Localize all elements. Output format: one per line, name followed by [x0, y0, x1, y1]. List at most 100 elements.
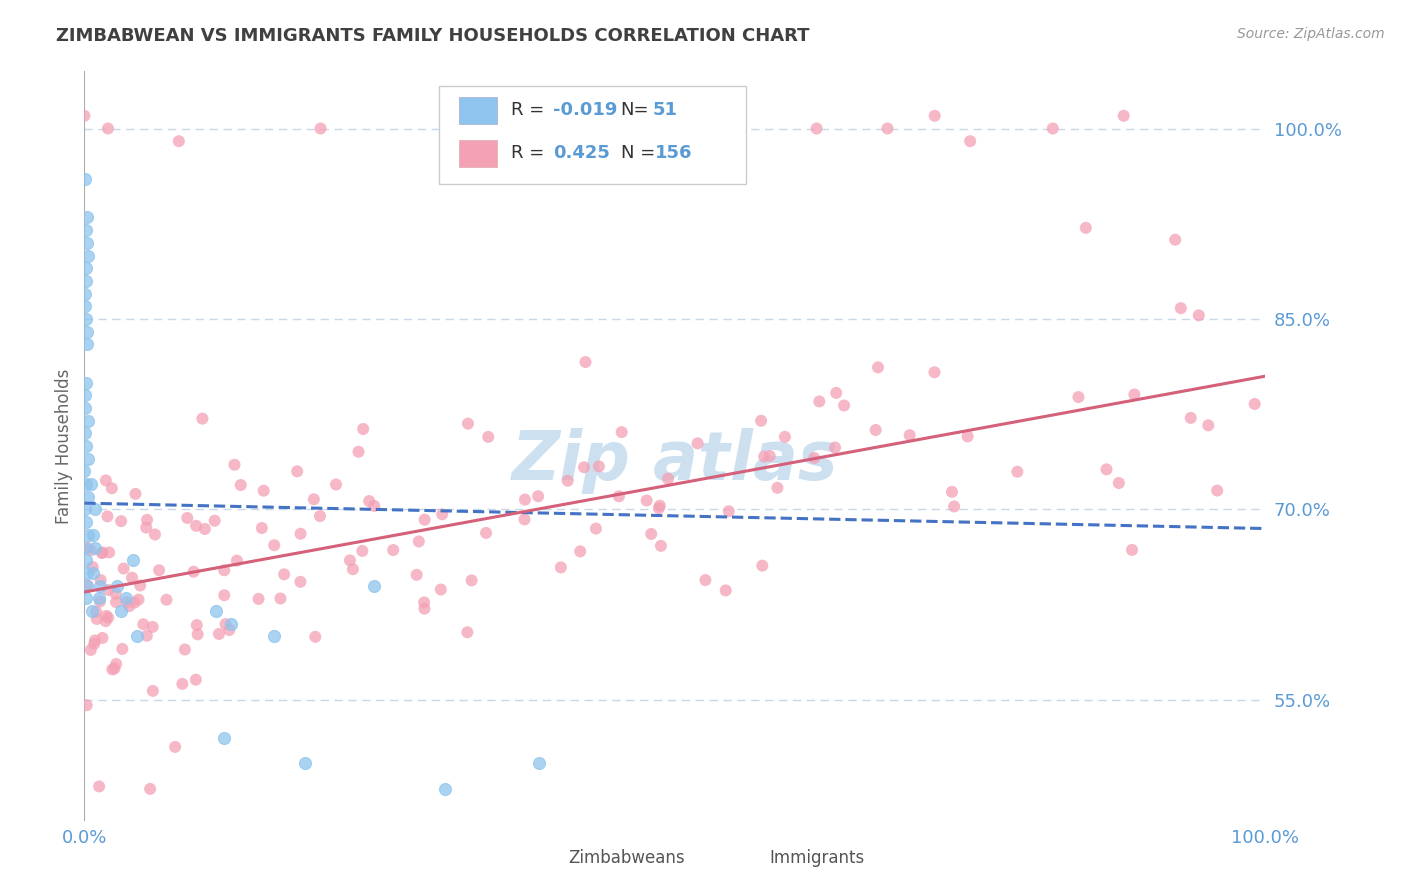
Point: [73, 541, 96, 555]
Text: 0.425: 0.425: [553, 144, 610, 162]
Point: [457, 417, 479, 431]
Point: [82, 566, 104, 580]
Point: [80, 643, 103, 657]
Point: [104, 587, 127, 601]
Point: [75, 274, 97, 288]
Point: [91, 546, 114, 560]
Point: [191, 411, 214, 425]
Point: [165, 739, 187, 754]
Point: [434, 781, 457, 796]
Point: [96, 509, 118, 524]
Point: [1170, 301, 1192, 315]
Point: [73, 464, 96, 478]
Point: [121, 571, 143, 585]
Point: [212, 731, 235, 745]
Point: [128, 592, 150, 607]
Point: [194, 522, 217, 536]
Point: [309, 121, 332, 136]
Point: [1112, 109, 1135, 123]
Point: [717, 504, 740, 518]
Text: -0.019: -0.019: [553, 102, 617, 120]
Point: [76, 414, 98, 428]
Point: [139, 781, 162, 796]
Point: [208, 627, 231, 641]
Point: [82, 528, 104, 542]
Text: N=: N=: [620, 102, 650, 120]
Point: [1164, 233, 1187, 247]
Point: [214, 588, 236, 602]
Point: [97, 582, 120, 597]
Point: [86, 612, 108, 626]
Point: [83, 502, 105, 516]
Point: [148, 563, 170, 577]
Point: [75, 223, 97, 237]
Point: [1121, 542, 1143, 557]
Point: [640, 527, 662, 541]
Point: [263, 630, 285, 644]
Point: [253, 483, 276, 498]
Point: [75, 502, 97, 516]
Point: [569, 134, 592, 148]
Point: [456, 625, 478, 640]
Point: [226, 553, 249, 567]
Point: [1206, 483, 1229, 498]
Point: [76, 566, 98, 580]
Point: [76, 698, 98, 713]
Point: [309, 509, 332, 524]
Point: [430, 582, 453, 597]
Point: [943, 500, 966, 514]
Text: R =: R =: [510, 144, 550, 162]
Bar: [723, 847, 758, 870]
Text: N =: N =: [620, 144, 655, 162]
Point: [1123, 387, 1146, 401]
Point: [588, 459, 610, 474]
Point: [294, 756, 316, 771]
Point: [176, 511, 198, 525]
Point: [766, 481, 789, 495]
Point: [124, 596, 146, 610]
Point: [513, 512, 536, 526]
Point: [290, 526, 312, 541]
Point: [73, 172, 96, 186]
Point: [865, 423, 887, 437]
Point: [172, 677, 194, 691]
Point: [76, 451, 98, 466]
Point: [75, 439, 97, 453]
Point: [941, 484, 963, 499]
Point: [205, 604, 228, 618]
Point: [1074, 220, 1097, 235]
Point: [125, 630, 148, 644]
Point: [924, 109, 946, 123]
Point: [136, 513, 159, 527]
Point: [110, 604, 132, 618]
Point: [522, 109, 544, 123]
Point: [94, 474, 117, 488]
Point: [76, 541, 98, 555]
Text: Zip atlas: Zip atlas: [512, 428, 838, 494]
Point: [610, 425, 633, 439]
Point: [1042, 121, 1064, 136]
Point: [75, 312, 97, 326]
Point: [83, 541, 105, 555]
Point: [657, 472, 679, 486]
Point: [1243, 397, 1265, 411]
Point: [124, 487, 146, 501]
Point: [76, 248, 98, 262]
Point: [80, 543, 103, 558]
Point: [76, 325, 98, 339]
Point: [83, 637, 105, 651]
Point: [1007, 465, 1029, 479]
Point: [73, 286, 96, 301]
Point: [352, 544, 374, 558]
Point: [96, 608, 118, 623]
Point: [76, 211, 98, 225]
Bar: [458, 97, 496, 124]
Point: [263, 538, 285, 552]
Point: [94, 614, 117, 628]
Point: [214, 617, 236, 632]
FancyBboxPatch shape: [439, 87, 745, 184]
Point: [98, 545, 121, 559]
Point: [285, 464, 308, 478]
Point: [686, 436, 709, 450]
Point: [97, 610, 120, 624]
